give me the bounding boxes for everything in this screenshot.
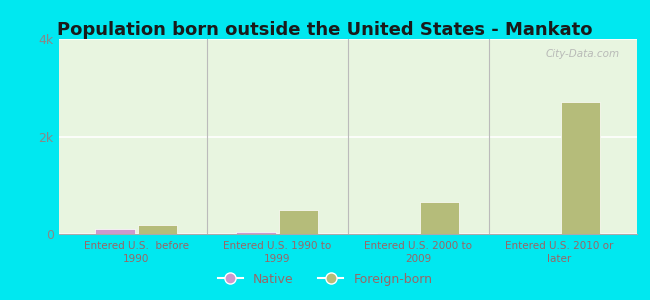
Bar xyxy=(138,225,177,234)
Legend: Native, Foreign-born: Native, Foreign-born xyxy=(213,268,437,291)
Bar xyxy=(95,229,135,234)
Bar xyxy=(378,233,417,234)
Text: Population born outside the United States - Mankato: Population born outside the United State… xyxy=(57,21,593,39)
Bar xyxy=(279,210,318,234)
Bar xyxy=(420,202,459,234)
Bar xyxy=(237,232,276,234)
Bar xyxy=(561,102,601,234)
Bar xyxy=(519,233,558,234)
Text: City-Data.com: City-Data.com xyxy=(545,49,619,59)
